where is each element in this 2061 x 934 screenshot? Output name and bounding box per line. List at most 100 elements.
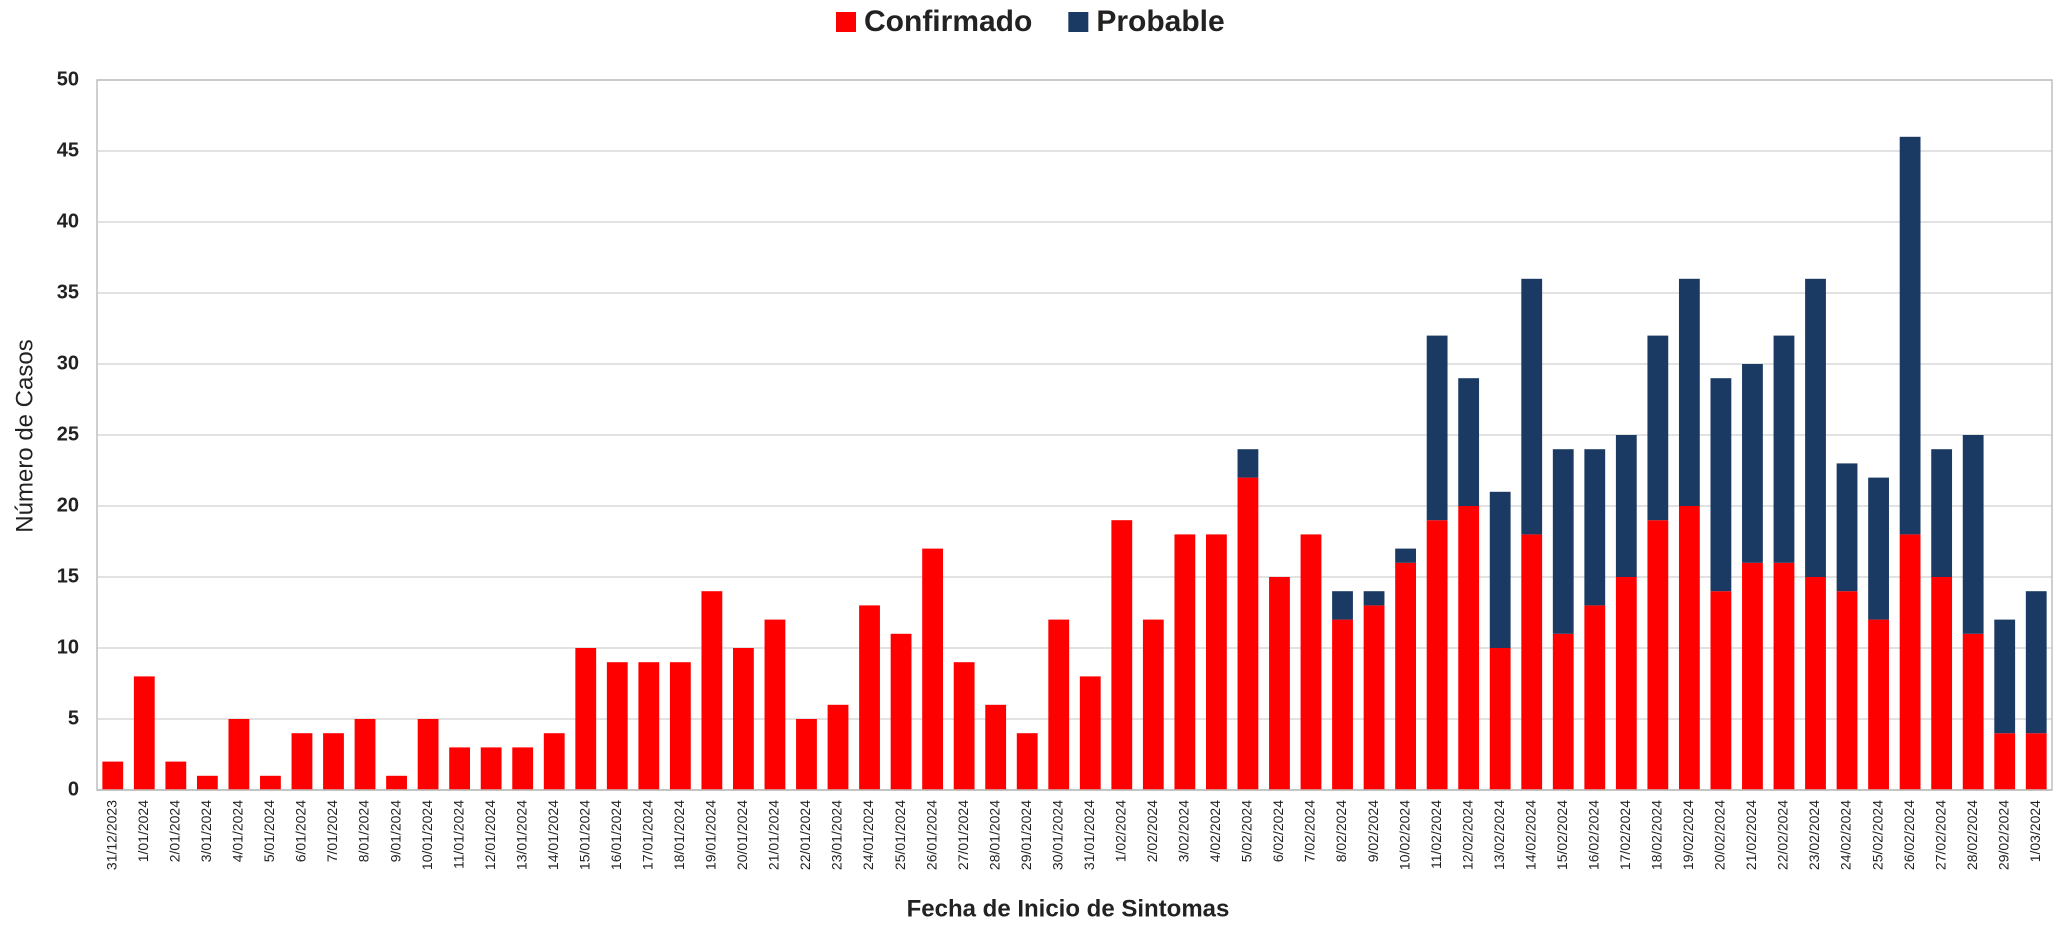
bar-segment: [1237, 449, 1259, 478]
x-tick-label: 22/01/2024: [797, 800, 813, 870]
y-tick-label: 45: [57, 139, 79, 161]
x-tick-label: 31/12/2023: [103, 800, 119, 870]
bar-segment: [1962, 633, 1984, 790]
y-tick-label: 30: [57, 352, 79, 374]
bar-segment: [291, 733, 313, 790]
bar-segment: [1489, 648, 1511, 790]
bar-segment: [1994, 619, 2016, 734]
x-tick-label: 24/02/2024: [1838, 800, 1854, 870]
legend-swatch: [836, 12, 856, 32]
bar-segment: [1868, 619, 1889, 790]
bar-segment: [2025, 733, 2047, 790]
bar-segment: [922, 548, 944, 790]
bar-segment: [1805, 577, 1826, 790]
x-tick-label: 4/02/2024: [1207, 800, 1223, 862]
bar-segment: [827, 704, 849, 790]
x-tick-label: 2/02/2024: [1144, 800, 1160, 862]
x-tick-label: 10/02/2024: [1396, 800, 1412, 870]
x-tick-label: 14/01/2024: [545, 800, 561, 870]
y-tick-label: 5: [68, 707, 79, 729]
x-tick-label: 13/01/2024: [513, 800, 529, 870]
x-tick-label: 22/02/2024: [1775, 800, 1791, 870]
x-tick-label: 21/02/2024: [1743, 800, 1759, 870]
bar-segment: [1615, 577, 1637, 790]
x-tick-label: 9/01/2024: [387, 800, 403, 862]
x-tick-label: 30/01/2024: [1049, 800, 1065, 870]
bar-segment: [1773, 562, 1795, 790]
bar-segment: [1174, 534, 1196, 790]
bar-segment: [1552, 633, 1574, 790]
bar-segment: [701, 591, 723, 790]
x-tick-label: 28/02/2024: [1964, 800, 1980, 870]
x-tick-label: 6/02/2024: [1270, 800, 1286, 862]
x-tick-label: 29/01/2024: [1018, 800, 1034, 870]
bar-segment: [985, 704, 1007, 790]
x-tick-label: 28/01/2024: [986, 800, 1002, 870]
x-tick-label: 27/02/2024: [1932, 800, 1948, 870]
bar-segment: [1521, 534, 1543, 790]
x-tick-label: 15/01/2024: [576, 800, 592, 870]
bar-segment: [796, 719, 817, 790]
x-tick-label: 25/01/2024: [892, 800, 908, 870]
bar-segment: [386, 775, 407, 790]
x-tick-label: 26/02/2024: [1901, 800, 1917, 870]
x-tick-label: 17/02/2024: [1617, 800, 1633, 870]
bar-segment: [1237, 477, 1259, 790]
x-tick-label: 31/01/2024: [1081, 800, 1097, 870]
bar-segment: [1048, 619, 1070, 790]
bar-segment: [1395, 548, 1416, 563]
bar-segment: [323, 733, 344, 790]
bar-segment: [1647, 520, 1669, 790]
bar-segment: [1962, 435, 1984, 634]
bar-segment: [1931, 449, 1953, 577]
x-tick-label: 10/01/2024: [419, 800, 435, 870]
x-tick-label: 16/02/2024: [1585, 800, 1601, 870]
y-tick-label: 40: [57, 210, 79, 232]
bar-segment: [260, 775, 281, 790]
bar-segment: [1426, 335, 1448, 521]
bar-segment: [512, 747, 534, 790]
bar-segment: [1836, 591, 1858, 790]
bar-segment: [1584, 449, 1606, 606]
x-tick-label: 23/01/2024: [829, 800, 845, 870]
x-tick-label: 11/02/2024: [1428, 800, 1444, 869]
bar-segment: [1458, 506, 1480, 790]
x-tick-label: 1/02/2024: [1113, 800, 1129, 862]
bar-segment: [1269, 577, 1290, 790]
bar-segment: [890, 633, 912, 790]
x-tick-label: 14/02/2024: [1522, 800, 1538, 870]
x-tick-label: 19/01/2024: [703, 800, 719, 870]
x-tick-label: 3/01/2024: [198, 800, 214, 862]
x-tick-label: 23/02/2024: [1806, 800, 1822, 870]
x-tick-label: 21/01/2024: [766, 800, 782, 870]
bar-segment: [1552, 449, 1574, 634]
bar-segment: [733, 648, 754, 790]
legend-label: Probable: [1096, 5, 1224, 38]
x-tick-label: 27/01/2024: [955, 800, 971, 870]
legend-label: Confirmado: [864, 5, 1032, 38]
x-tick-label: 19/02/2024: [1680, 800, 1696, 870]
x-tick-label: 11/01/2024: [450, 800, 466, 869]
bar-segment: [764, 619, 786, 790]
y-tick-label: 25: [57, 423, 79, 445]
legend-swatch: [1068, 12, 1089, 32]
x-tick-label: 29/02/2024: [1995, 800, 2011, 870]
bar-segment: [1773, 335, 1795, 563]
bar-segment: [1521, 278, 1543, 535]
bar-segment: [1647, 335, 1669, 521]
bar-segment: [1931, 577, 1953, 790]
x-tick-label: 20/01/2024: [734, 800, 750, 870]
x-tick-label: 18/02/2024: [1649, 800, 1665, 870]
bar-segment: [1615, 435, 1637, 577]
bar-segment: [543, 733, 565, 790]
x-tick-label: 5/02/2024: [1239, 800, 1255, 862]
x-tick-label: 16/01/2024: [608, 800, 624, 870]
bar-segment: [1710, 591, 1732, 790]
x-tick-label: 17/01/2024: [640, 800, 656, 870]
bar-segment: [953, 662, 975, 790]
bar-segment: [1363, 605, 1385, 790]
bar-segment: [1742, 562, 1763, 790]
x-tick-label: 5/01/2024: [261, 800, 277, 862]
x-tick-label: 26/01/2024: [923, 800, 939, 870]
